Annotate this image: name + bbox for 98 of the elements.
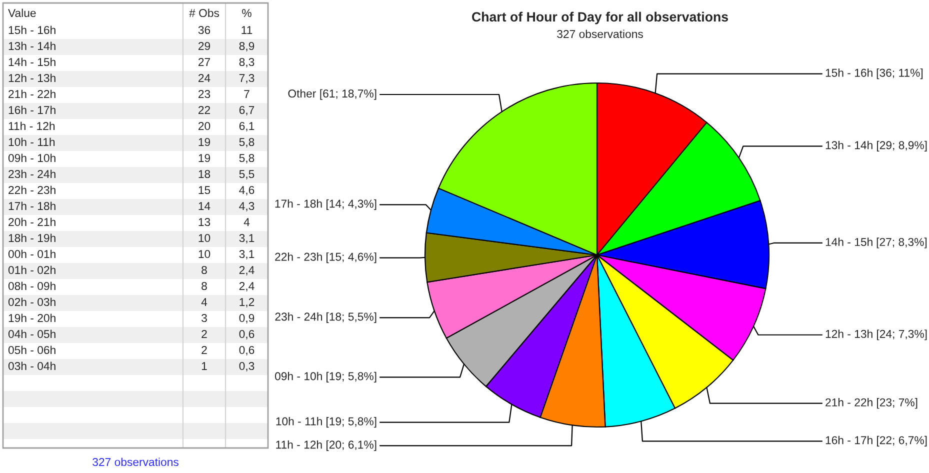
data-label: 14 <box>198 202 210 210</box>
data-label: 0,3 <box>239 362 254 372</box>
text: Value <box>8 8 36 18</box>
data-label: 18 <box>198 170 210 178</box>
data-label: 6,1 <box>239 122 254 132</box>
chart-title: Chart of Hour of Day for all observations <box>472 12 728 24</box>
data-label: 0,6 <box>239 330 254 340</box>
data-label: [22; 6,7%] <box>877 436 927 447</box>
series-label: # Obs <box>189 8 220 18</box>
category-label: 11h - 12h <box>8 122 55 130</box>
category-label: 23h - 24h <box>8 170 56 178</box>
data-label: [23; 7%] <box>877 398 918 409</box>
data-label: [14; 4,3%] <box>326 199 376 210</box>
slice-label: 10h - 11h <box>276 416 322 426</box>
category-label: 02h - 03h <box>8 298 56 306</box>
data-label: 4 <box>244 218 250 226</box>
data-label: 3,1 <box>239 234 254 244</box>
category-label: 16h - 17h <box>8 106 56 114</box>
data-label: [20; 6,1%] <box>326 440 376 451</box>
data-label: 5,8 <box>239 154 254 164</box>
slice-label: 21h - 22h <box>826 398 872 406</box>
data-label: 10 <box>198 234 210 242</box>
data-label: 5,5 <box>239 170 254 180</box>
data-label: 3,1 <box>239 250 254 260</box>
category-label: 20h - 21h <box>8 218 56 226</box>
data-label: 19 <box>198 138 210 146</box>
category-label: 09h - 10h <box>8 154 56 162</box>
data-label: 4,3 <box>239 202 254 212</box>
data-label: [18; 5,5%] <box>326 312 376 323</box>
category-label: 00h - 01h <box>8 250 56 258</box>
data-label: 11 <box>242 26 252 34</box>
slice-label: Other <box>288 89 316 98</box>
slice-label: 09h - 10h <box>275 372 322 380</box>
data-label: 4,6 <box>239 186 254 196</box>
category-label: 19h - 20h <box>8 314 56 322</box>
data-label: 2 <box>202 346 207 354</box>
data-label: 8,3 <box>239 58 254 68</box>
slice-label: 14h - 15h <box>826 238 872 246</box>
data-label: 10 <box>198 250 210 258</box>
data-label: 36 <box>198 26 210 34</box>
category-label: 04h - 05h <box>8 330 56 338</box>
data-label: 1 <box>202 362 207 370</box>
data-label: 5,8 <box>239 138 254 148</box>
category-label: 17h - 18h <box>8 202 56 210</box>
category-label: 05h - 06h <box>8 346 56 354</box>
data-label: 8 <box>202 282 207 290</box>
slice-label: 16h - 17h <box>826 436 872 444</box>
category-label: 15h - 16h <box>8 26 56 34</box>
chart-subtitle: 327 observations <box>557 30 643 38</box>
text: % <box>242 9 252 18</box>
data-label: 27 <box>198 58 210 66</box>
data-label: [27; 8,3%] <box>876 238 927 248</box>
data-label: 22 <box>198 106 210 114</box>
category-label: 10h - 11h <box>8 138 55 146</box>
category-label: 14h - 15h <box>8 58 56 66</box>
data-label: 3 <box>202 314 207 322</box>
data-label: [36; 11%] <box>876 68 923 80</box>
data-label: [29; 8,9%] <box>877 140 927 152</box>
data-label: 24 <box>198 74 210 82</box>
slice-label: 17h - 18h <box>275 199 322 208</box>
data-label: 2,4 <box>239 282 254 292</box>
data-label: 13 <box>198 218 210 226</box>
data-label: [19; 5,8%] <box>326 416 376 428</box>
text: 327 observations <box>92 458 178 466</box>
data-label: 7 <box>244 90 250 98</box>
data-label: 8 <box>202 266 207 274</box>
data-label: 1,2 <box>240 298 254 308</box>
data-label: 0,6 <box>239 346 254 356</box>
data-label: 2 <box>202 330 207 338</box>
data-label: 7,3 <box>239 74 254 84</box>
data-label: 0,9 <box>239 314 254 324</box>
data-label: 19 <box>198 154 210 162</box>
data-label: 6,7 <box>239 106 254 116</box>
category-label: 13h - 14h <box>8 42 56 50</box>
data-label: 29 <box>198 42 210 50</box>
category-label: 03h - 04h <box>8 362 56 370</box>
category-label: 01h - 02h <box>8 266 56 274</box>
slice-label: 15h - 16h <box>826 68 872 77</box>
slice-label: 23h - 24h <box>275 312 322 321</box>
slice-label: 12h - 13h <box>826 330 872 338</box>
category-label: 08h - 09h <box>8 282 56 290</box>
data-label: [19; 5,8%] <box>326 372 376 382</box>
slice-label: 11h - 12h <box>276 440 322 449</box>
slice-label: 22h - 23h <box>275 252 322 261</box>
category-label: 12h - 13h <box>8 74 56 82</box>
data-label: [24; 7,3%] <box>877 330 927 340</box>
data-label: [15; 4,6%] <box>326 252 376 264</box>
category-label: 22h - 23h <box>8 186 56 194</box>
category-label: 21h - 22h <box>8 90 56 98</box>
data-label: 20 <box>198 122 210 130</box>
data-label: [61; 18,7%] <box>320 89 376 100</box>
data-label: 8,9 <box>239 42 254 52</box>
category-label: 18h - 19h <box>8 234 56 242</box>
data-label: 23 <box>198 90 210 98</box>
data-label: 2,4 <box>239 266 254 276</box>
data-label: 4 <box>201 298 208 306</box>
data-label: 15 <box>198 186 210 194</box>
slice-label: 13h - 14h <box>826 140 872 150</box>
